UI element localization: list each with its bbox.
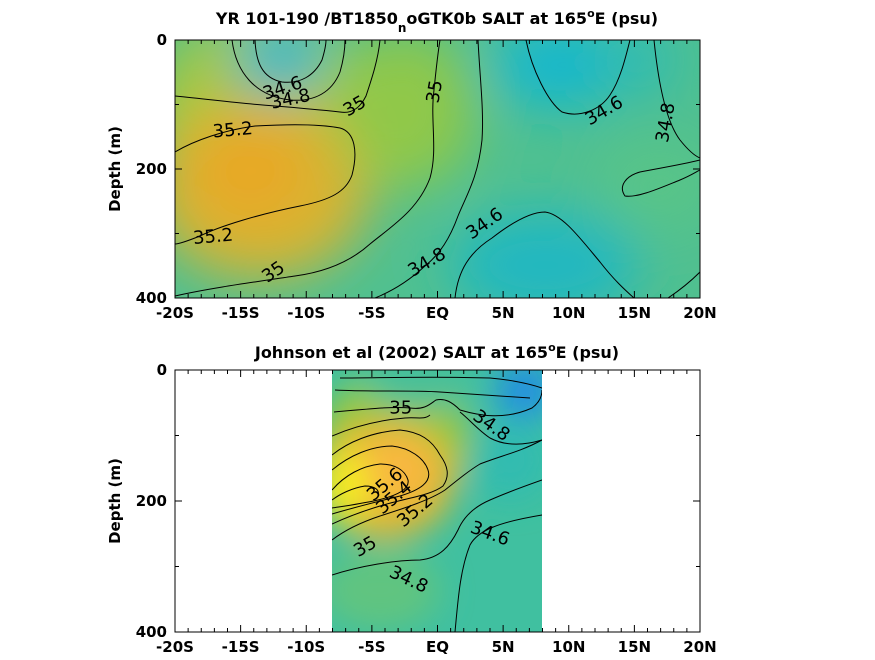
top-y-tick-label: 0 xyxy=(157,31,167,49)
top-x-tick-label: 15N xyxy=(618,304,651,322)
bottom-x-tick-label: -5S xyxy=(358,638,385,656)
bottom-x-tick-label: EQ xyxy=(426,638,449,656)
bottom-title: Johnson et al (2002) SALT at 165oE (psu) xyxy=(254,341,619,362)
top-x-tick-label: 5N xyxy=(492,304,515,322)
top-x-tick-label: -10S xyxy=(287,304,325,322)
bottom-y-tick-label: 0 xyxy=(157,361,167,379)
bottom-x-tick-label: -10S xyxy=(287,638,325,656)
top-x-tick-label: EQ xyxy=(426,304,449,322)
bottom-contours xyxy=(332,376,542,632)
top-contour-label: 35.2 xyxy=(212,118,254,142)
top-title: YR 101-190 /BT1850noGTK0b SALT at 165oE … xyxy=(215,7,658,35)
bottom-contour-label: 35 xyxy=(389,397,412,418)
bottom-x-tick-label: -20S xyxy=(156,638,194,656)
top-x-tick-label: -15S xyxy=(222,304,260,322)
top-salinity-field xyxy=(175,40,700,298)
bottom-salinity-field xyxy=(332,370,542,632)
top-x-tick-label: 10N xyxy=(552,304,585,322)
top-y-axis-label: Depth (m) xyxy=(106,126,124,212)
bottom-x-tick-label: -15S xyxy=(222,638,260,656)
top-y-tick-label: 400 xyxy=(136,289,167,307)
bottom-x-tick-label: 15N xyxy=(618,638,651,656)
bottom-y-tick-label: 400 xyxy=(136,623,167,641)
top-x-tick-label: 20N xyxy=(683,304,716,322)
bottom-x-tick-label: 5N xyxy=(492,638,515,656)
bottom-x-tick-label: 20N xyxy=(683,638,716,656)
bottom-panel: Johnson et al (2002) SALT at 165oE (psu) xyxy=(106,341,717,656)
top-contours xyxy=(175,40,700,298)
top-axis-ticks: -20S -15S -10S -5S EQ 5N 10N 15N 20N 0 200 400 xyxy=(136,31,717,322)
top-contour-label: 35.2 xyxy=(192,225,234,249)
top-contour-label: 35 xyxy=(423,78,448,104)
bottom-y-axis-label: Depth (m) xyxy=(106,458,124,544)
top-x-tick-label: -20S xyxy=(156,304,194,322)
bottom-y-tick-label: 200 xyxy=(136,492,167,510)
top-panel: YR 101-190 /BT1850noGTK0b SALT at 165oE … xyxy=(106,7,717,322)
bottom-axis-ticks: -20S -15S -10S -5S EQ 5N 10N 15N 20N 0 200 400 xyxy=(136,361,717,656)
top-y-tick-label: 200 xyxy=(136,160,167,178)
bottom-x-tick-label: 10N xyxy=(552,638,585,656)
top-x-tick-label: -5S xyxy=(358,304,385,322)
